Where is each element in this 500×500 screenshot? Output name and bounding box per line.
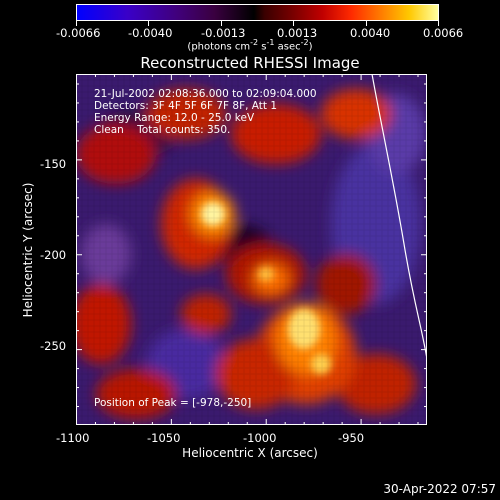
y-tick-label: -250 [40,339,67,353]
y-axis-label: Heliocentric Y (arcsec) [21,182,35,318]
x-tick-label: -1000 [243,431,277,445]
colorbar-tick-label: 0.0013 [277,26,318,40]
peak-position-label: Position of Peak = [-978,-250] [94,397,252,409]
info-line-energy: Energy Range: 12.0 - 25.0 keV [94,112,255,124]
x-tick-label: -950 [338,431,365,445]
colorbar-units: (photons cm-2 s-1 asec-2) [187,38,313,53]
info-line-detectors: Detectors: 3F 4F 5F 6F 7F 8F, Att 1 [94,100,278,112]
colorbar-tick-label: 0.0040 [350,26,391,40]
y-tick-label: -200 [40,248,67,262]
x-tick-label: -1100 [56,431,90,445]
image-pixel-grid [76,74,427,425]
image-title: Reconstructed RHESSI Image [140,54,360,72]
y-tick-label: -150 [40,157,67,171]
plot-timestamp: 30-Apr-2022 07:57 [383,482,496,496]
colorbar-tick-label: -0.0066 [56,26,101,40]
x-tick-label: -1050 [147,431,181,445]
x-axis-label: Heliocentric X (arcsec) [182,446,318,460]
colorbar-tick-label: 0.0066 [423,26,464,40]
colorbar-ticks [76,21,439,26]
colorbar-tick-label: -0.0040 [128,26,173,40]
info-line-time: 21-Jul-2002 02:08:36.000 to 02:09:04.000 [94,88,317,100]
axis-ticks [76,74,427,425]
colorbar-tick-label: -0.0013 [201,26,246,40]
colorbar [76,4,439,21]
solar-limb-line [371,74,427,360]
rhessi-image [76,74,427,425]
info-line-clean: Clean Total counts: 350. [94,124,231,136]
